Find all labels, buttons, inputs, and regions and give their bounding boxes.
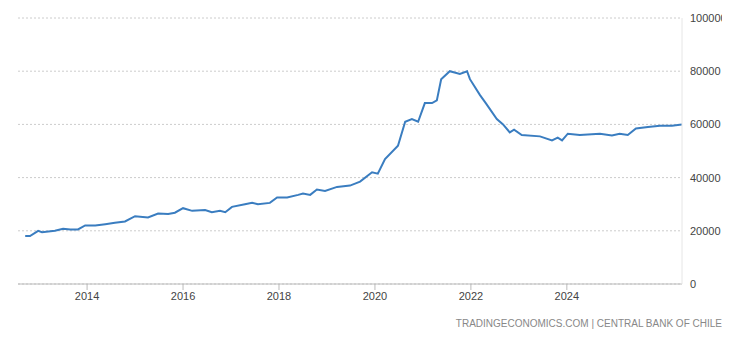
svg-text:0: 0 — [690, 278, 696, 290]
svg-text:2016: 2016 — [171, 290, 195, 302]
svg-text:2020: 2020 — [363, 290, 387, 302]
svg-text:100000: 100000 — [690, 12, 722, 24]
svg-text:60000: 60000 — [690, 118, 721, 130]
svg-text:2018: 2018 — [267, 290, 291, 302]
svg-text:2022: 2022 — [459, 290, 483, 302]
svg-text:2024: 2024 — [555, 290, 579, 302]
svg-text:40000: 40000 — [690, 172, 721, 184]
html-text:TRADINGECONOMICS.COM | CENTRAL: TRADINGECONOMICS.COM | CENTRAL BANK OF C… — [455, 318, 722, 329]
svg-text:20000: 20000 — [690, 225, 721, 237]
svg-text:2014: 2014 — [75, 290, 99, 302]
svg-text:80000: 80000 — [690, 65, 721, 77]
